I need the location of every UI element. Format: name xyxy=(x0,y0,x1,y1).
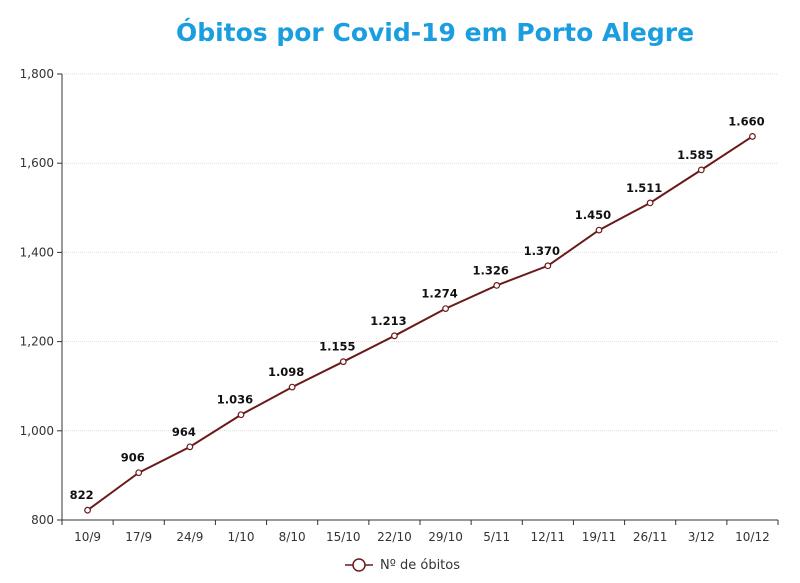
x-tick-label: 10/12 xyxy=(735,530,770,544)
data-label: 1.450 xyxy=(575,208,611,222)
data-point[interactable] xyxy=(544,262,552,270)
y-tick-label: 1,600 xyxy=(20,156,54,170)
y-tick-label: 1,200 xyxy=(20,335,54,349)
x-tick-label: 3/12 xyxy=(688,530,715,544)
x-tick-label: 24/9 xyxy=(176,530,203,544)
data-label: 1.098 xyxy=(268,365,304,379)
x-tick-label: 12/11 xyxy=(531,530,566,544)
x-tick-label: 17/9 xyxy=(125,530,152,544)
data-label: 1.274 xyxy=(421,287,457,301)
data-point[interactable] xyxy=(697,166,705,174)
y-tick-label: 1,000 xyxy=(20,424,54,438)
data-label: 1.326 xyxy=(473,263,509,277)
data-point[interactable] xyxy=(288,383,296,391)
legend-label: Nº de óbitos xyxy=(380,558,460,573)
x-tick-label: 26/11 xyxy=(633,530,668,544)
data-label: 906 xyxy=(121,451,145,465)
data-label: 1.036 xyxy=(217,393,253,407)
x-tick-label: 22/10 xyxy=(377,530,412,544)
data-label: 822 xyxy=(70,488,94,502)
x-tick-label: 8/10 xyxy=(279,530,306,544)
axes: 800 1,000 1,200 1,400 1,600 1,800 10/9 17/9 24/9… xyxy=(20,67,779,544)
legend-marker xyxy=(352,558,366,572)
x-tick-label: 29/10 xyxy=(428,530,463,544)
data-label: 1.660 xyxy=(728,114,764,128)
data-label: 1.370 xyxy=(524,244,560,258)
data-point[interactable] xyxy=(749,133,756,140)
gridlines xyxy=(62,73,778,432)
data-label: 1.213 xyxy=(370,314,406,328)
legend[interactable]: Nº de óbitos xyxy=(345,558,460,573)
data-point[interactable] xyxy=(391,332,398,340)
x-tick-label: 10/9 xyxy=(74,530,101,544)
data-point[interactable] xyxy=(442,305,449,312)
x-tick-label: 1/10 xyxy=(228,530,255,544)
data-point[interactable] xyxy=(186,443,194,451)
series: 822 906 964 1.036 1.098 1.155 1.213 1.274 1.326 1… xyxy=(70,114,765,514)
x-tick-label: 5/11 xyxy=(483,530,510,544)
data-point[interactable] xyxy=(595,226,603,234)
data-label: 964 xyxy=(172,425,196,439)
data-point[interactable] xyxy=(84,506,91,514)
x-tick-label: 15/10 xyxy=(326,530,361,544)
x-tick-label: 19/11 xyxy=(582,530,617,544)
data-label: 1.511 xyxy=(626,181,662,195)
data-point[interactable] xyxy=(493,282,501,289)
data-point[interactable] xyxy=(237,411,245,419)
data-label: 1.155 xyxy=(319,340,355,354)
data-point[interactable] xyxy=(339,358,347,366)
y-tick-label: 800 xyxy=(31,513,54,527)
series-line xyxy=(86,135,753,511)
y-tick-label: 1,400 xyxy=(20,245,54,259)
data-label: 1.585 xyxy=(677,148,713,162)
chart-title: Óbitos por Covid-19 em Porto Alegre xyxy=(176,17,694,47)
y-tick-label: 1,800 xyxy=(20,67,54,81)
data-point[interactable] xyxy=(135,469,143,477)
data-point[interactable] xyxy=(646,199,654,207)
